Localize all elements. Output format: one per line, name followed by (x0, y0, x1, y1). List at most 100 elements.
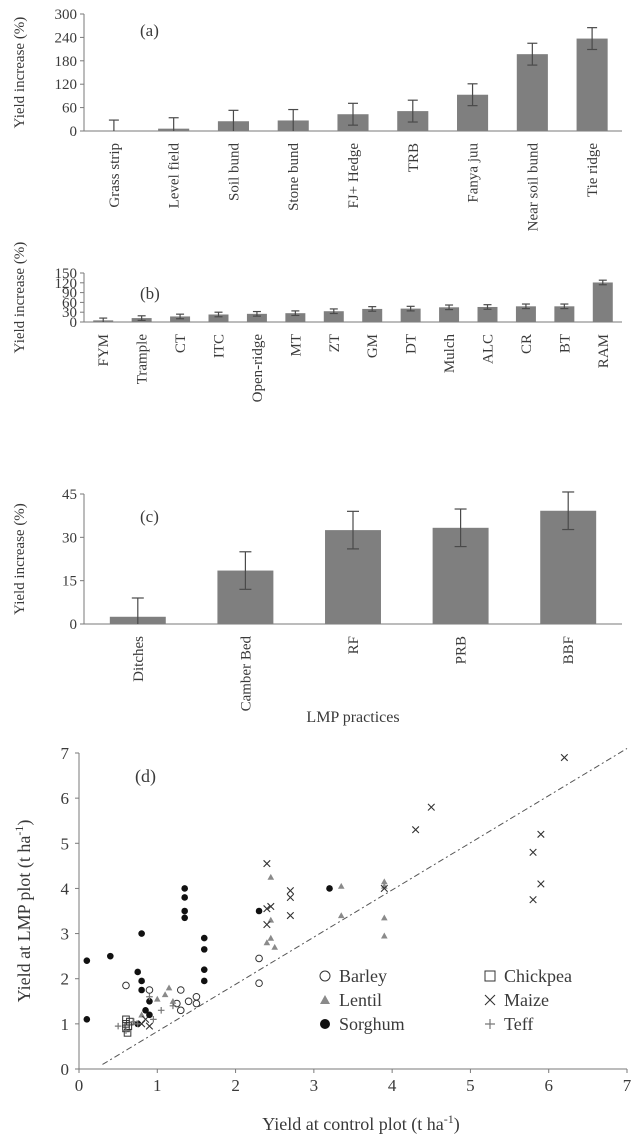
x-tick-label: RAM (596, 334, 612, 368)
point-lentil (138, 1011, 145, 1018)
x-tick-label: Level field (167, 143, 183, 209)
point-maize (529, 896, 537, 904)
point-lentil (161, 991, 169, 998)
y-tick-label: 180 (55, 54, 78, 70)
point-teff (169, 1002, 177, 1010)
point-teff (146, 993, 153, 1001)
point-teff (134, 1020, 142, 1028)
x-tick-label: TRB (406, 143, 422, 172)
bar (576, 38, 608, 131)
x-tick-label: 2 (231, 1076, 240, 1095)
point-sorghum (83, 957, 91, 964)
point-chickpea (124, 1022, 133, 1030)
y-tick-label: 5 (61, 834, 70, 853)
legend-label: Maize (504, 990, 549, 1010)
point-sorghum (83, 1016, 91, 1023)
x-tick-label: 7 (623, 1076, 632, 1095)
x-tick-label: PRB (454, 636, 470, 664)
point-sorghum (326, 885, 333, 892)
bar (362, 308, 383, 322)
point-teff (157, 1007, 165, 1014)
x-tick-label: MT (288, 334, 304, 357)
x-tick-label: CT (173, 334, 189, 353)
point-sorghum (320, 1019, 330, 1029)
x-tick-label: 0 (75, 1076, 84, 1095)
y-tick-label: 45 (62, 487, 77, 503)
legend-label: Chickpea (504, 966, 572, 986)
point-maize (537, 880, 545, 888)
point-sorghum (181, 914, 188, 922)
point-maize (380, 884, 389, 893)
x-tick-label: 3 (310, 1076, 319, 1095)
y-tick-label: 6 (61, 789, 70, 808)
point-lentil (165, 984, 173, 991)
x-tick-label: 5 (466, 1076, 475, 1095)
point-maize (263, 859, 271, 868)
x-tick-label: Camber Bed (238, 636, 254, 712)
x-tick-label: Near soil bund (525, 143, 541, 232)
point-sorghum (255, 907, 263, 915)
x-tick-label: Grass strip (107, 143, 123, 208)
bar (477, 306, 498, 322)
y-tick-label: 90 (62, 286, 77, 302)
point-maize (286, 911, 295, 920)
y-axis-label: Yield increase (%) (12, 503, 28, 615)
point-teff (150, 1016, 157, 1023)
scatter-chart-panel-d: 0 1 2 3 4 5 6 7 0 1 2 3 4 5 6 7 (d) Yield at control plot… (12, 744, 632, 1135)
x-axis-label: Yield at control plot (t ha-1) (262, 1112, 459, 1135)
y-tick-label: 15 (62, 574, 77, 590)
y-tick-label: 120 (55, 77, 78, 93)
bar (285, 313, 306, 322)
point-sorghum (138, 986, 145, 994)
point-lentil (381, 914, 388, 921)
bar (400, 308, 421, 322)
point-barley (122, 981, 130, 990)
x-tick-label: CR (519, 334, 535, 354)
legend-label: Barley (339, 966, 387, 986)
point-barley (192, 992, 201, 1001)
point-lentil (337, 882, 345, 889)
legend-label: Lentil (339, 990, 382, 1010)
point-teff (130, 1018, 138, 1025)
bar (246, 313, 267, 322)
point-sorghum (146, 997, 153, 1005)
x-tick-label: Soil bund (226, 143, 242, 201)
y-tick-label: 7 (61, 744, 70, 763)
point-maize (537, 830, 545, 838)
point-maize (529, 848, 537, 857)
x-tick-label: Stone bund (286, 143, 302, 211)
point-teff (485, 1019, 495, 1029)
x-axis-label: LMP practices (306, 709, 399, 726)
point-sorghum (146, 1011, 153, 1019)
y-tick-label: 2 (61, 970, 70, 989)
point-sorghum (107, 952, 114, 960)
x-tick-label: Tie ridge (585, 143, 601, 197)
x-tick-label: BT (557, 334, 573, 353)
y-tick-label: 3 (61, 925, 70, 944)
legend-label: Sorghum (339, 1014, 405, 1034)
y-tick-label: 30 (62, 305, 77, 321)
bar (515, 306, 536, 322)
x-tick-label: BBF (561, 636, 577, 664)
bar-chart-panel-a: 0 60 120 180 240 300 Yield increase (%) (a) Gras… (12, 7, 622, 231)
bar (208, 314, 229, 322)
x-tick-label: FJ+ Hedge (346, 143, 362, 209)
y-tick-label: 0 (70, 617, 78, 633)
point-barley (192, 999, 201, 1008)
point-maize (263, 905, 271, 913)
point-barley (176, 986, 185, 994)
point-lentil (271, 943, 279, 950)
point-maize (560, 753, 569, 762)
x-tick-label: Ditches (131, 636, 147, 682)
point-teff (122, 1027, 130, 1034)
legend-label: Teff (504, 1014, 533, 1034)
legend: Barley Chickpea Lentil Maize Sorghum Teff (319, 966, 572, 1034)
point-barley (176, 1006, 185, 1015)
x-tick-label: 4 (388, 1076, 397, 1095)
y-axis-label: Yield at LMP plot (t ha-1) (12, 820, 35, 1003)
point-sorghum (200, 977, 208, 985)
point-sorghum (181, 894, 188, 901)
point-sorghum (142, 1007, 149, 1014)
y-tick-label: 0 (70, 124, 78, 140)
